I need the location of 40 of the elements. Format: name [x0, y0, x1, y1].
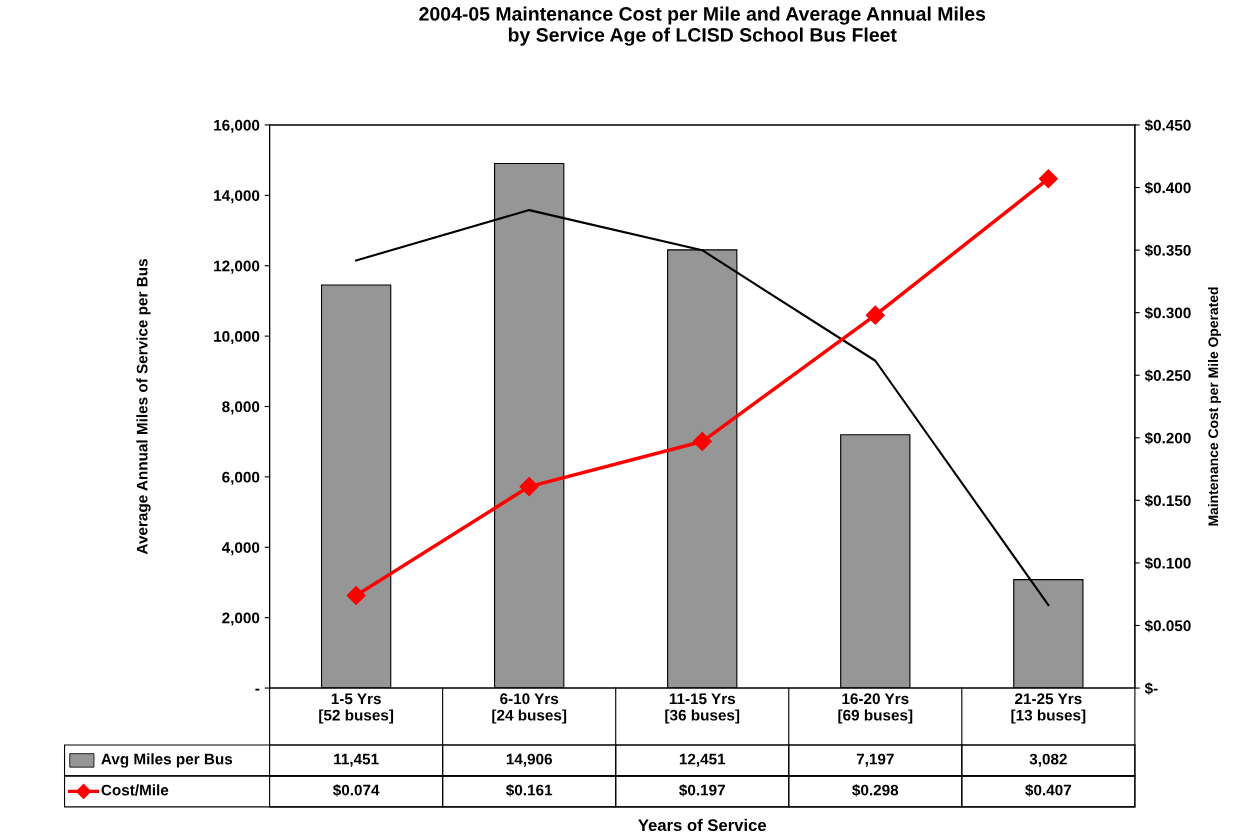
- x-tick-label: 6-10 Yrs [24 buses]: [492, 693, 567, 724]
- y2-tick-label: $0.400: [1144, 181, 1191, 195]
- y-tick-label: -: [255, 688, 260, 691]
- legend-label: Cost/Mile: [101, 784, 169, 796]
- y2-tick-label: $0.250: [1144, 369, 1191, 382]
- y2-tick-label: $0.300: [1144, 306, 1191, 320]
- y-tick-label: 12,000: [214, 260, 260, 274]
- data-label: 7,197: [856, 753, 894, 767]
- y2-tick-label: $0.200: [1144, 431, 1191, 445]
- y-tick-label: 8,000: [222, 401, 260, 415]
- x-tick-label: 1-5 Yrs [52 buses]: [319, 693, 394, 724]
- y-tick-label: 10,000: [214, 330, 260, 345]
- y2-tick-label: $-: [1144, 682, 1158, 695]
- data-label: $0.407: [1025, 784, 1072, 797]
- x-tick-label: 11-15 Yrs [36 buses]: [665, 693, 740, 724]
- y2-axis-title: Maintenance Cost per Mile Operated: [1207, 287, 1221, 526]
- data-label: $0.161: [506, 784, 553, 797]
- data-label: 12,451: [679, 753, 726, 767]
- y2-tick-label: $0.450: [1144, 119, 1191, 132]
- y-tick-label: 16,000: [214, 119, 260, 133]
- x-tick-label: 21-25 Yrs [13 buses]: [1011, 693, 1086, 724]
- data-label: 14,906: [506, 753, 552, 767]
- y-tick-label: 6,000: [222, 471, 260, 485]
- chart-title: 2004-05 Maintenance Cost per Mile and Average Annual Miles by Service Age of LCISD School Bus Fleet: [419, 6, 986, 46]
- y-tick-label: 14,000: [214, 190, 260, 204]
- y2-tick-label: $0.100: [1144, 557, 1191, 570]
- y-tick-label: 2,000: [222, 612, 260, 626]
- y2-tick-label: $0.350: [1144, 244, 1191, 257]
- text: Years of Service: [638, 818, 767, 832]
- y-axis-title: Average Annual Miles of Service per Bus: [136, 259, 151, 555]
- data-label: 3,082: [1029, 753, 1067, 767]
- y2-tick-label: $0.150: [1144, 494, 1191, 508]
- data-label: $0.298: [852, 784, 899, 797]
- y2-tick-label: $0.050: [1144, 619, 1191, 633]
- data-label: $0.074: [332, 784, 380, 797]
- data-label: 11,451: [334, 753, 379, 767]
- y-tick-label: 4,000: [221, 542, 260, 556]
- legend-label: Avg Miles per Bus: [101, 753, 233, 768]
- x-tick-label: 16-20 Yrs [69 buses]: [838, 693, 913, 724]
- data-label: $0.197: [679, 784, 725, 797]
